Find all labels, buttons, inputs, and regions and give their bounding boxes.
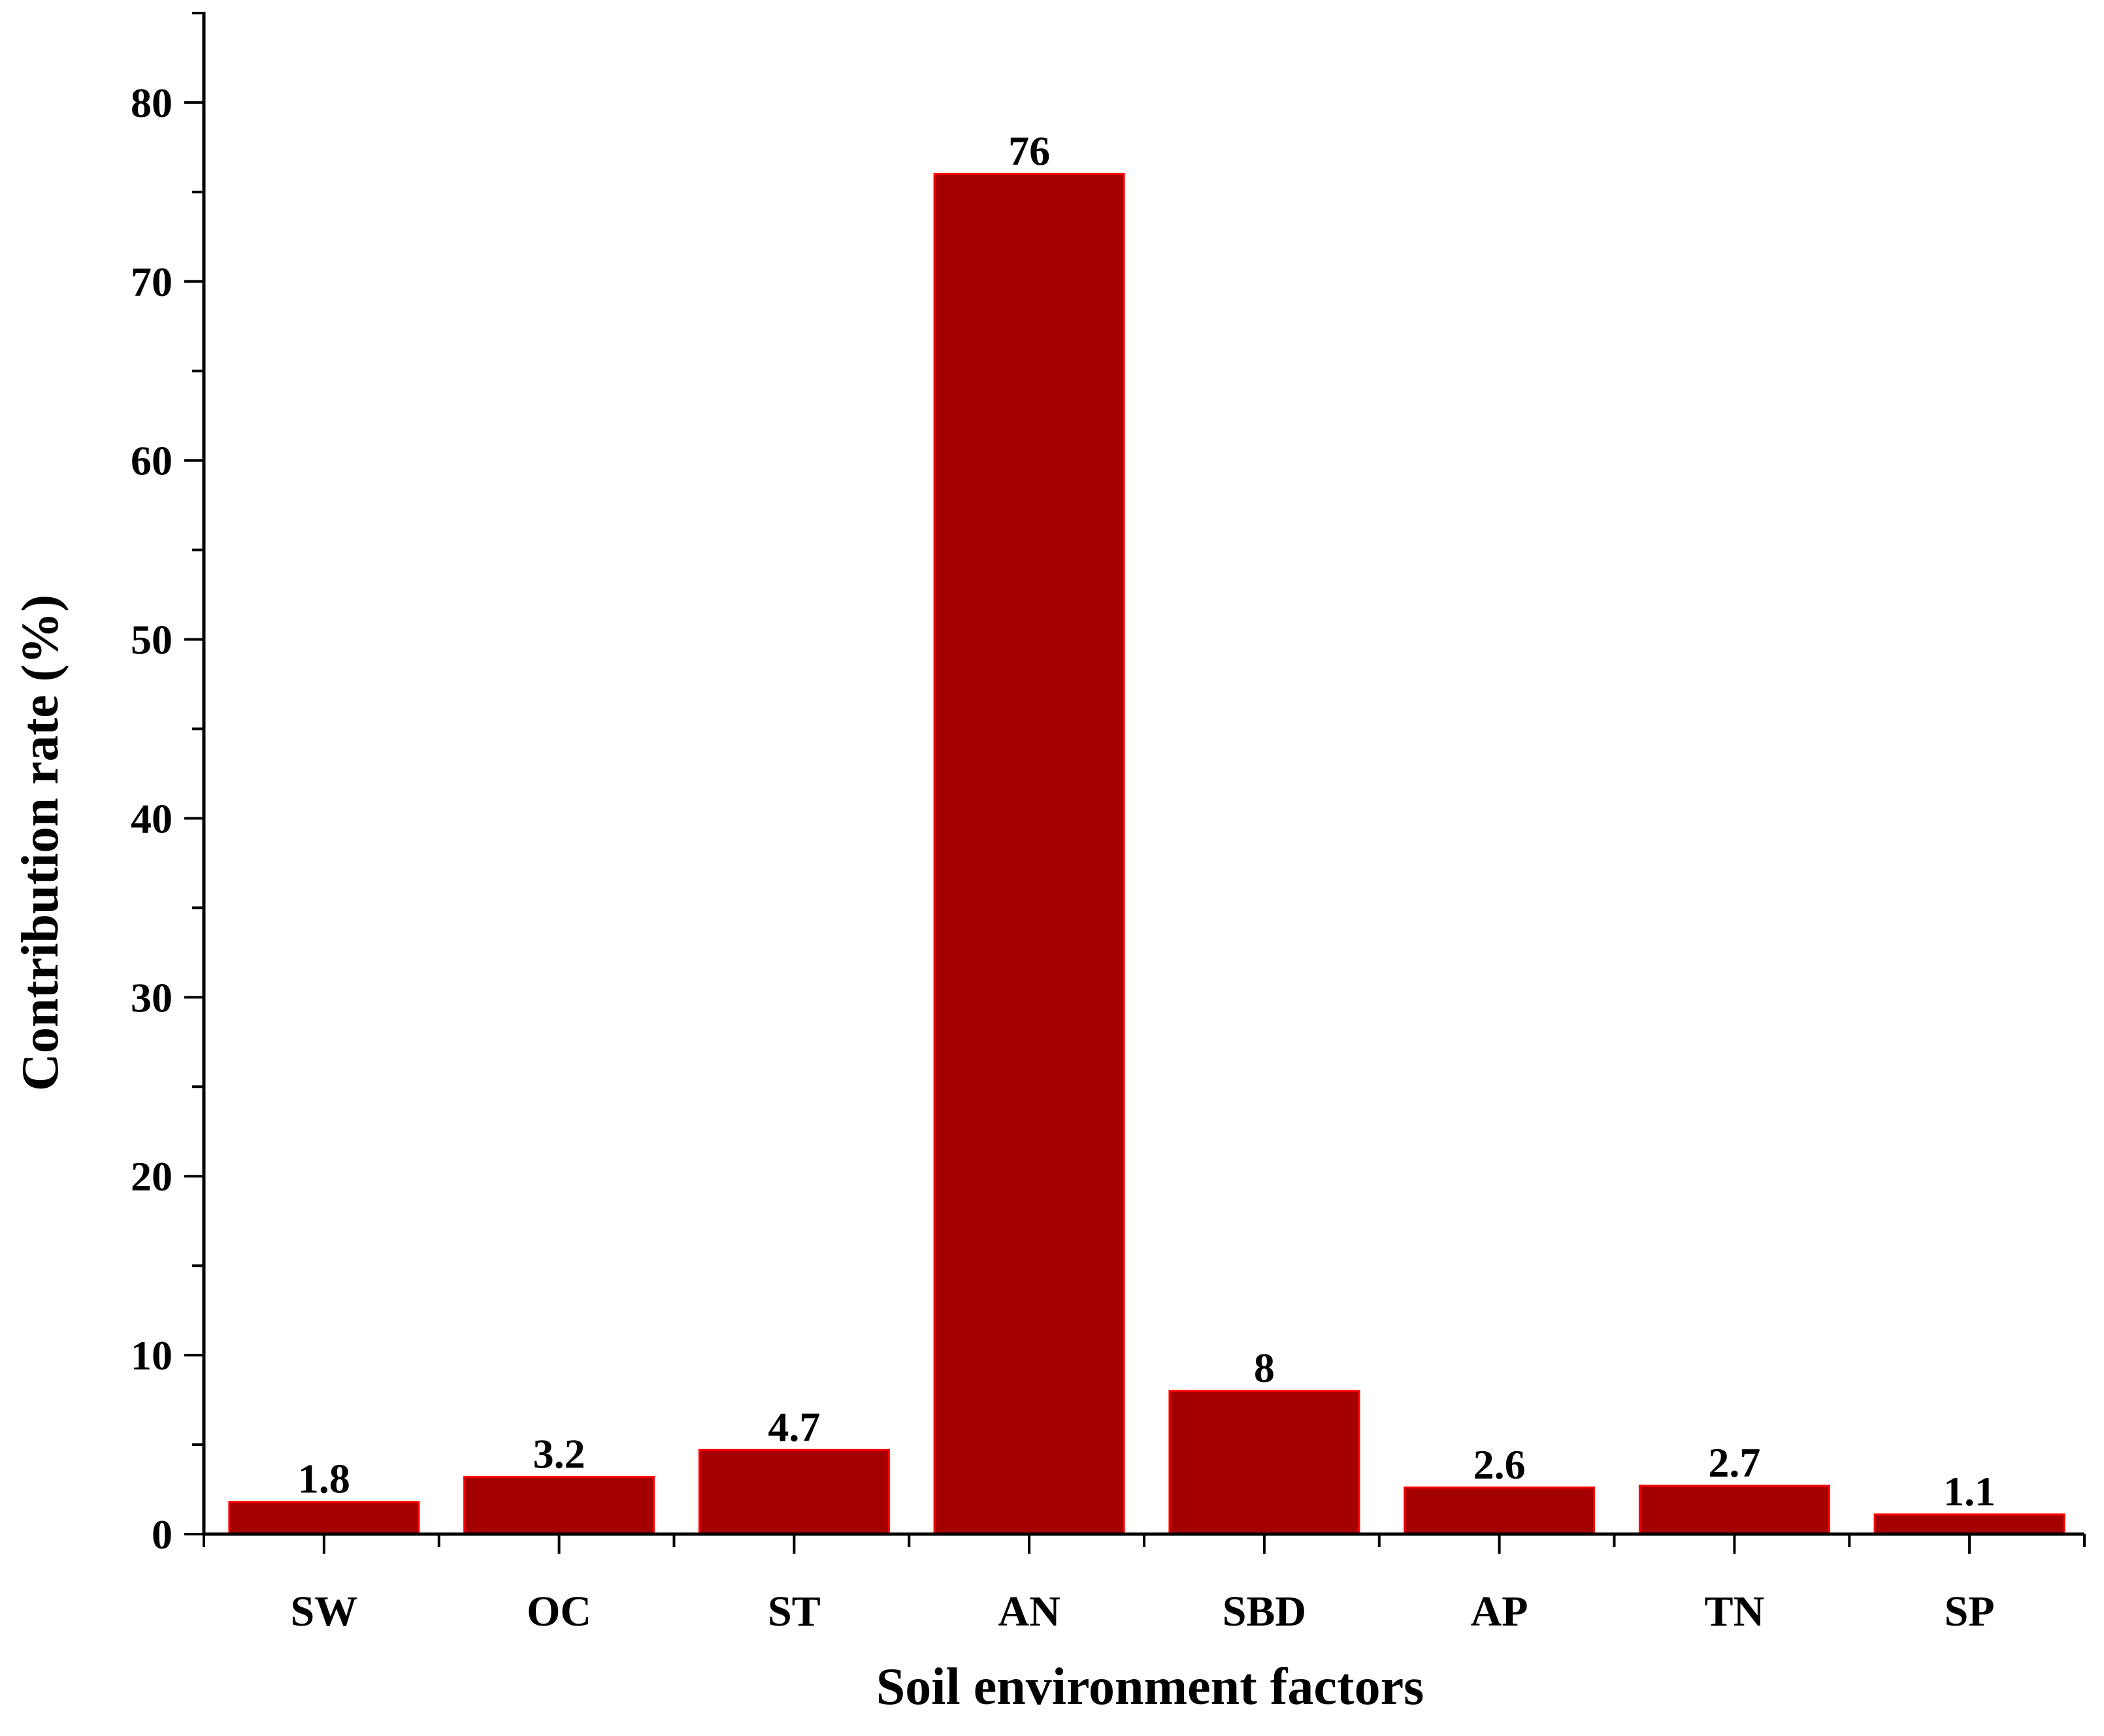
value-label-sw: 1.8 [298, 1456, 350, 1502]
bar-sp [1873, 1513, 2065, 1535]
x-tick-label-oc: OC [527, 1588, 591, 1635]
value-label-oc: 3.2 [533, 1430, 585, 1477]
y-tick-label-0: 0 [152, 1511, 173, 1558]
bar-st [698, 1449, 890, 1535]
value-label-sbd: 8 [1254, 1345, 1275, 1391]
labels-layer: 1.8 SW 3.2 OC 4.7 ST 76 AN 8 SBD 2.6 AP 2.7 TN 1.1 SP 0 1… [131, 80, 1996, 1635]
bar-tn [1638, 1484, 1830, 1535]
x-tick-label-an: AN [998, 1588, 1060, 1635]
bar-sbd [1168, 1390, 1360, 1535]
bar-sw [228, 1501, 420, 1535]
y-tick-label-80: 80 [131, 80, 173, 126]
value-label-tn: 2.7 [1708, 1439, 1760, 1486]
y-axis-title: Contribution rate (%) [12, 595, 69, 1091]
value-label-ap: 2.6 [1473, 1441, 1526, 1488]
x-tick-label-st: ST [768, 1588, 821, 1635]
bars-layer [228, 173, 2065, 1535]
value-label-an: 76 [1008, 128, 1050, 174]
x-tick-label-sbd: SBD [1223, 1588, 1306, 1635]
y-tick-label-30: 30 [131, 974, 173, 1021]
y-tick-label-70: 70 [131, 259, 173, 305]
y-tick-label-20: 20 [131, 1153, 173, 1200]
y-tick-label-40: 40 [131, 796, 173, 842]
y-tick-label-60: 60 [131, 438, 173, 484]
value-label-st: 4.7 [768, 1403, 820, 1450]
bar-an [933, 173, 1125, 1535]
axes-layer [184, 12, 2086, 1554]
x-axis-title: Soil environment factors [876, 1658, 1424, 1716]
x-tick-label-ap: AP [1471, 1588, 1528, 1635]
y-tick-label-50: 50 [131, 617, 173, 663]
x-tick-label-sw: SW [291, 1588, 358, 1635]
x-tick-label-tn: TN [1705, 1588, 1765, 1635]
y-tick-label-10: 10 [131, 1332, 173, 1379]
bar-oc [463, 1475, 655, 1535]
bar-ap [1404, 1486, 1596, 1535]
x-tick-label-sp: SP [1945, 1588, 1995, 1635]
value-label-sp: 1.1 [1943, 1468, 1996, 1515]
